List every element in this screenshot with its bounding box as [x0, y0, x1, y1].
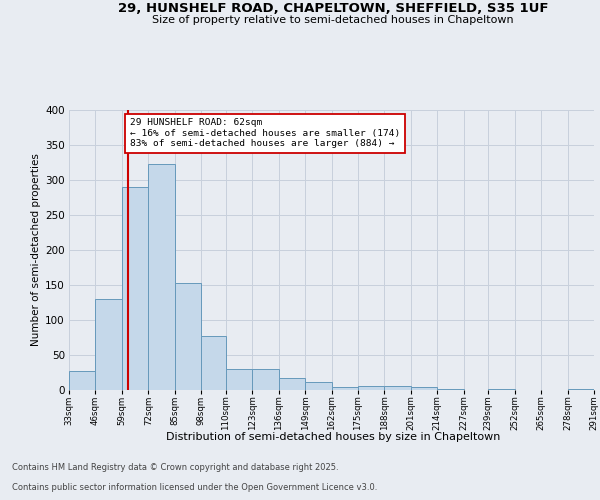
Bar	[69, 371, 95, 390]
Bar	[385, 386, 411, 390]
Text: Size of property relative to semi-detached houses in Chapeltown: Size of property relative to semi-detach…	[152, 15, 514, 25]
Bar	[358, 386, 385, 390]
Bar	[411, 387, 437, 390]
Y-axis label: Number of semi-detached properties: Number of semi-detached properties	[31, 154, 41, 346]
Bar	[568, 388, 594, 390]
Bar	[331, 386, 358, 390]
Text: Contains public sector information licensed under the Open Government Licence v3: Contains public sector information licen…	[12, 484, 377, 492]
Text: Distribution of semi-detached houses by size in Chapeltown: Distribution of semi-detached houses by …	[166, 432, 500, 442]
Bar	[305, 382, 331, 390]
Bar	[252, 369, 278, 390]
Bar	[95, 299, 122, 390]
Text: 29 HUNSHELF ROAD: 62sqm
← 16% of semi-detached houses are smaller (174)
83% of s: 29 HUNSHELF ROAD: 62sqm ← 16% of semi-de…	[130, 118, 400, 148]
Bar	[201, 336, 226, 390]
Text: 29, HUNSHELF ROAD, CHAPELTOWN, SHEFFIELD, S35 1UF: 29, HUNSHELF ROAD, CHAPELTOWN, SHEFFIELD…	[118, 2, 548, 16]
Bar	[278, 378, 305, 390]
Bar	[175, 283, 201, 390]
Bar	[122, 187, 148, 390]
Text: Contains HM Land Registry data © Crown copyright and database right 2025.: Contains HM Land Registry data © Crown c…	[12, 464, 338, 472]
Bar	[148, 164, 175, 390]
Bar	[226, 369, 252, 390]
